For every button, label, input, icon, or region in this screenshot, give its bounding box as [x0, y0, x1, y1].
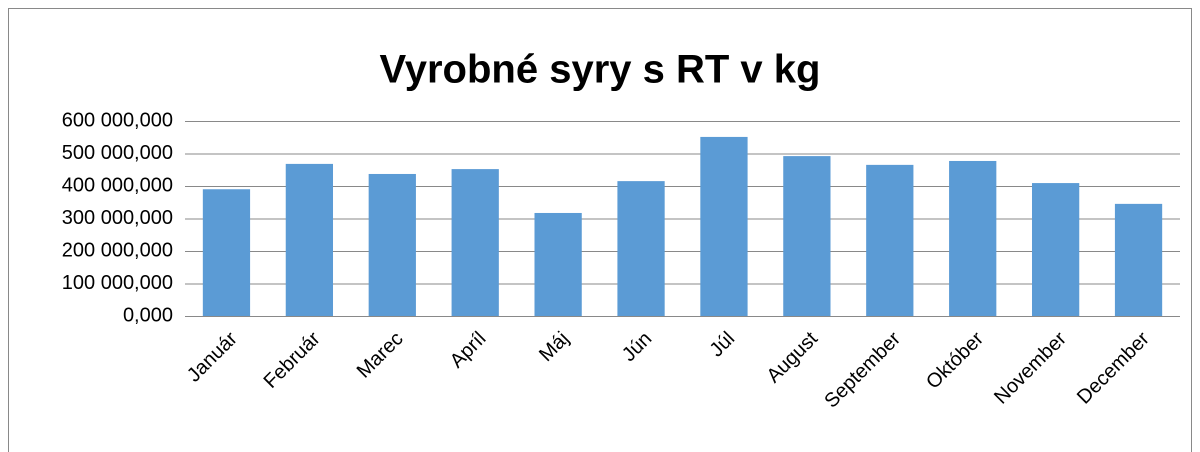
bar	[617, 181, 665, 316]
bar	[285, 163, 334, 316]
y-tick-label: 400 000,000	[62, 174, 173, 196]
bar	[949, 160, 997, 316]
bar	[1031, 183, 1080, 316]
y-tick-label: 300 000,000	[62, 207, 173, 229]
bar	[700, 136, 748, 316]
bar	[451, 169, 499, 316]
bar	[1114, 203, 1163, 316]
bar	[368, 173, 416, 316]
chart-title: Vyrobné syry s RT v kg	[380, 48, 821, 92]
bar	[866, 164, 914, 316]
y-tick-label: 600 000,000	[62, 109, 173, 131]
bar	[783, 156, 831, 316]
bar	[202, 189, 251, 316]
y-tick-label: 100 000,000	[62, 272, 173, 294]
y-tick-label: 200 000,000	[62, 239, 173, 261]
y-tick-label: 0,000	[123, 304, 173, 326]
y-tick-label: 500 000,000	[62, 142, 173, 164]
bar	[534, 212, 582, 316]
